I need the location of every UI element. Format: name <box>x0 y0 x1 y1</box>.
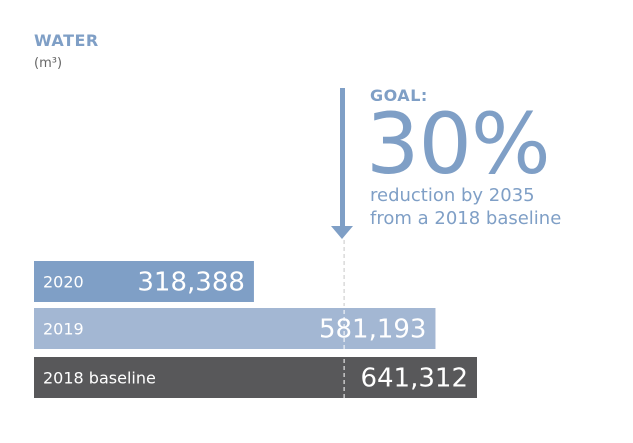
bar-2018-baseline <box>34 357 477 398</box>
bar-2019 <box>34 308 436 349</box>
goal-description: reduction by 2035 from a 2018 baseline <box>370 184 561 230</box>
goal-value: 30% <box>366 95 551 193</box>
goal-description-line1: reduction by 2035 <box>370 185 535 206</box>
bar-value-label: 318,388 <box>137 268 245 298</box>
goal-arrow-shaft <box>340 88 345 226</box>
goal-label: GOAL: <box>370 86 428 105</box>
bar-category-label: 2019 <box>43 320 84 339</box>
bar-category-label: 2020 <box>43 273 84 292</box>
bar-2020 <box>34 261 254 302</box>
bar-value-label: 581,193 <box>319 315 427 345</box>
chart-title: WATER <box>34 31 99 50</box>
bar-category-label: 2018 baseline <box>43 369 156 388</box>
goal-description-line2: from a 2018 baseline <box>370 208 562 229</box>
goal-arrow-head-icon <box>331 226 353 239</box>
bar-value-label: 641,312 <box>360 364 468 394</box>
chart-unit: (m³) <box>34 56 63 71</box>
